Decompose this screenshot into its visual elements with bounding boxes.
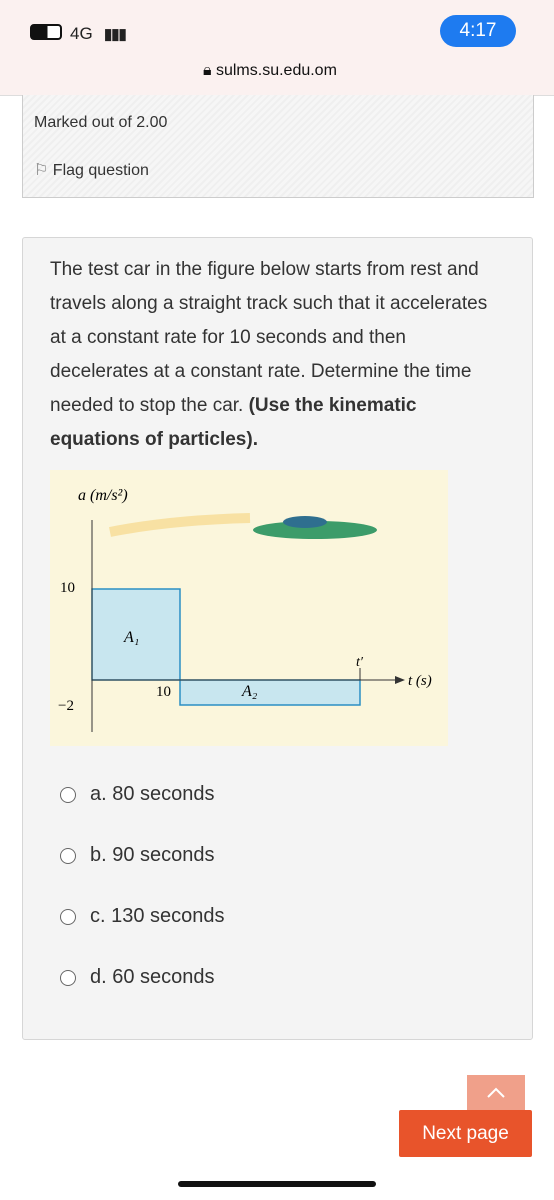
flag-text: Flag question [52, 162, 149, 179]
question-text: The test car in the figure below starts … [50, 253, 500, 457]
radio[interactable] [60, 908, 76, 925]
option-text: d. 60 seconds [90, 966, 215, 988]
x-arrow [395, 676, 405, 684]
time: 4:17 [440, 15, 516, 47]
url-text: sulms.su.edu.om [215, 62, 337, 79]
car-trail [109, 513, 251, 537]
area-2-label: A₂ [241, 683, 258, 700]
option[interactable]: c. 130 seconds [60, 905, 225, 928]
battery-icon [30, 24, 62, 40]
marked: Marked out of 2.00 [34, 114, 168, 131]
option-text: c. 130 seconds [90, 905, 225, 927]
x-tick: 10 [156, 684, 171, 700]
option-text: a. 80 seconds [90, 783, 215, 805]
option[interactable]: b. 90 seconds [60, 844, 215, 867]
option[interactable]: d. 60 seconds [60, 966, 215, 989]
home-indicator [178, 1181, 376, 1187]
y-tick-top: 10 [60, 580, 75, 596]
up-arrow [487, 1087, 505, 1098]
next-page-button[interactable]: Next page [399, 1110, 532, 1157]
y-tick-bottom: −2 [58, 698, 74, 714]
option[interactable]: a. 80 seconds [60, 783, 215, 806]
network: 4G [70, 24, 93, 43]
question-info: Marked out of 2.00 ⚐ Flag question [22, 95, 534, 198]
car [253, 521, 377, 539]
radio[interactable] [60, 786, 76, 803]
signal-icon: ▮▮▮ [104, 26, 127, 43]
question-bold: (Use the kinematic equations of particle… [50, 395, 417, 450]
radio[interactable] [60, 847, 76, 864]
browser-header: 4G ▮▮▮ 4:17 🔒︎ sulms.su.edu.om [0, 0, 554, 96]
lock-icon: 🔒︎ [203, 62, 216, 79]
radio[interactable] [60, 969, 76, 986]
figure: a (m/s²) 10 −2 10 A₁ A₂ t′ t (s) [50, 470, 448, 746]
flag-question[interactable]: ⚐ Flag question [34, 160, 149, 180]
area-2 [179, 679, 361, 706]
url[interactable]: 🔒︎ sulms.su.edu.om [203, 62, 337, 80]
x-axis-label: t (s) [408, 673, 432, 689]
question-body: The test car in the figure below starts … [50, 259, 488, 416]
t-prime: t′ [356, 655, 364, 670]
car-window [283, 516, 327, 528]
option-text: b. 90 seconds [90, 844, 215, 866]
area-1-label: A₁ [123, 629, 139, 646]
flag-icon: ⚐ [34, 162, 53, 179]
scroll-top-button[interactable] [467, 1075, 525, 1110]
y-axis-label: a (m/s²) [78, 487, 128, 504]
